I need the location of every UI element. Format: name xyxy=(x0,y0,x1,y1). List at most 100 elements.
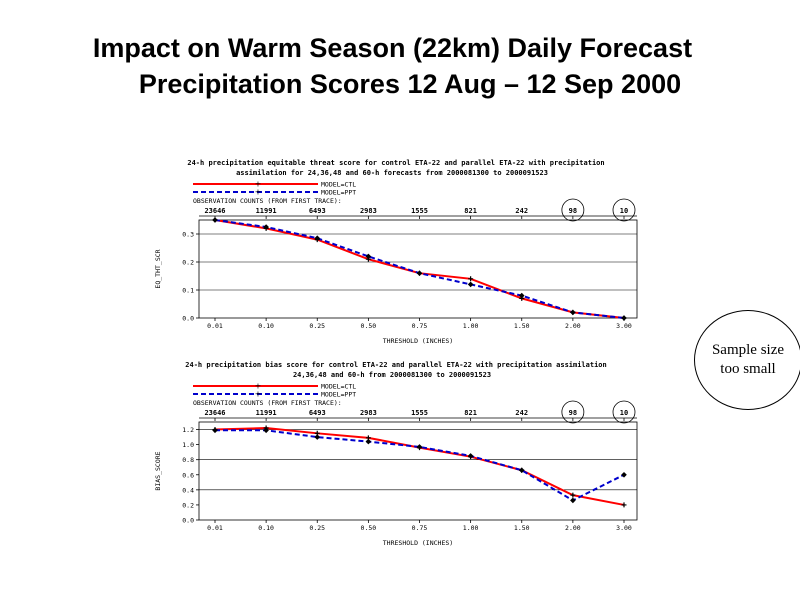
series-line-model-ctl xyxy=(214,219,625,319)
legend-label: MODEL=CTL xyxy=(321,181,356,189)
x-tick-label: 1.50 xyxy=(514,524,530,532)
observation-count: 6493 xyxy=(309,409,326,417)
observation-count: 98 xyxy=(569,207,577,215)
series-line-model-ppt xyxy=(215,429,625,502)
x-tick-label: 1.00 xyxy=(463,524,479,532)
data-point-ppt xyxy=(314,235,321,241)
observation-count: 10 xyxy=(620,409,628,417)
observation-count: 2983 xyxy=(360,207,377,215)
observation-count: 821 xyxy=(464,207,477,215)
y-tick-label: 0.0 xyxy=(182,315,194,323)
legend-label: MODEL=PPT xyxy=(321,391,356,399)
chart-title-line-1: 24-h precipitation equitable threat scor… xyxy=(187,159,604,167)
series-line-model-ppt xyxy=(214,219,625,319)
data-point-ppt xyxy=(467,281,474,288)
data-point-ppt xyxy=(365,253,372,260)
slide-title-line-1: Impact on Warm Season (22km) Daily Forec… xyxy=(92,33,693,63)
count-highlight-circle xyxy=(561,400,585,424)
x-tick-label: 1.50 xyxy=(514,322,530,330)
observation-count: 6493 xyxy=(309,207,326,215)
data-point-ppt xyxy=(621,315,627,321)
y-tick-label: 0.2 xyxy=(182,259,194,267)
y-tick-label: 0.8 xyxy=(182,456,194,464)
data-point-ppt xyxy=(212,427,218,434)
data-point-ctl xyxy=(468,276,474,282)
x-tick-label: 0.50 xyxy=(361,322,377,330)
y-tick-label: 0.3 xyxy=(182,231,194,239)
y-tick-label: 0.0 xyxy=(182,517,194,525)
data-point-ppt xyxy=(570,497,576,504)
observation-count: 98 xyxy=(569,409,577,417)
data-point-ctl xyxy=(570,492,576,498)
x-tick-label: 0.75 xyxy=(412,322,428,330)
chart-title-line-2: assimilation for 24,36,48 and 60-h forec… xyxy=(236,169,548,177)
observation-count: 10 xyxy=(620,207,628,215)
slide-title: Impact on Warm Season (22km) Daily Forec… xyxy=(0,30,800,102)
count-highlight-circle xyxy=(612,198,636,222)
series-line-model-ctl xyxy=(214,427,625,506)
observation-count: 23646 xyxy=(204,207,225,215)
legend-label: MODEL=PPT xyxy=(321,189,356,197)
counts-label: OBSERVATION COUNTS (FROM FIRST TRACE): xyxy=(193,197,342,205)
x-tick-label: 2.00 xyxy=(565,322,581,330)
plot-frame xyxy=(198,219,638,319)
y-tick-label: 0.4 xyxy=(182,486,194,494)
observation-count: 2983 xyxy=(360,409,377,417)
y-tick-label: 0.1 xyxy=(182,287,194,295)
x-tick-label: 0.01 xyxy=(207,524,223,532)
x-tick-label: 3.00 xyxy=(616,524,632,532)
x-axis-label: THRESHOLD (INCHES) xyxy=(383,337,453,345)
chart-title-line-2: 24,36,48 and 60-h from 2000081300 to 200… xyxy=(293,371,491,379)
data-point-ppt xyxy=(570,309,576,316)
count-highlight-circle xyxy=(561,198,585,222)
slide-title-line-2: Precipitation Scores 12 Aug – 12 Sep 200… xyxy=(138,69,682,99)
x-tick-label: 0.10 xyxy=(258,524,274,532)
x-tick-label: 0.25 xyxy=(309,524,325,532)
x-tick-label: 3.00 xyxy=(616,322,632,330)
data-point-ppt xyxy=(518,467,525,474)
ets-chart: 24-h precipitation equitable threat scor… xyxy=(154,159,638,345)
callout-text: Sample size too small xyxy=(711,342,785,377)
observation-count: 821 xyxy=(464,409,477,417)
observation-count: 11991 xyxy=(256,409,277,417)
plot-frame xyxy=(198,421,638,521)
observation-count: 1555 xyxy=(411,207,428,215)
data-point-ppt xyxy=(518,292,525,299)
data-point-ppt xyxy=(416,444,423,450)
bias-chart: 24-h precipitation bias score for contro… xyxy=(154,361,638,547)
observation-count: 242 xyxy=(515,207,528,215)
y-tick-label: 1.2 xyxy=(182,426,194,434)
legend-marker: + xyxy=(255,390,262,399)
y-tick-label: 0.2 xyxy=(182,501,194,509)
data-point-ppt xyxy=(621,471,627,478)
x-tick-label: 0.10 xyxy=(258,322,274,330)
data-point-ppt xyxy=(416,270,423,276)
x-tick-label: 0.75 xyxy=(412,524,428,532)
data-point-ctl xyxy=(621,502,627,508)
y-tick-label: 1.0 xyxy=(182,441,194,449)
data-point-ppt xyxy=(212,217,218,223)
chart-title-line-1: 24-h precipitation bias score for contro… xyxy=(185,361,606,369)
data-point-ppt xyxy=(365,438,372,445)
x-tick-label: 0.50 xyxy=(361,524,377,532)
sample-size-callout: Sample size too small xyxy=(694,310,800,410)
counts-label: OBSERVATION COUNTS (FROM FIRST TRACE): xyxy=(193,399,342,407)
x-tick-label: 0.01 xyxy=(207,322,223,330)
y-axis-label: EQ_THT_SCR xyxy=(154,249,162,288)
x-tick-label: 2.00 xyxy=(565,524,581,532)
legend-marker: + xyxy=(255,180,262,189)
x-tick-label: 0.25 xyxy=(309,322,325,330)
y-tick-label: 0.6 xyxy=(182,471,194,479)
data-point-ppt xyxy=(263,224,269,230)
legend-marker: + xyxy=(255,188,262,197)
observation-count: 23646 xyxy=(204,409,225,417)
x-tick-label: 1.00 xyxy=(463,322,479,330)
observation-count: 242 xyxy=(515,409,528,417)
observation-count: 1555 xyxy=(411,409,428,417)
y-axis-label: BIAS_SCORE xyxy=(154,451,162,490)
legend-label: MODEL=CTL xyxy=(321,383,356,391)
observation-count: 11991 xyxy=(256,207,277,215)
count-highlight-circle xyxy=(612,400,636,424)
x-axis-label: THRESHOLD (INCHES) xyxy=(383,539,453,547)
data-point-ppt xyxy=(314,434,321,440)
